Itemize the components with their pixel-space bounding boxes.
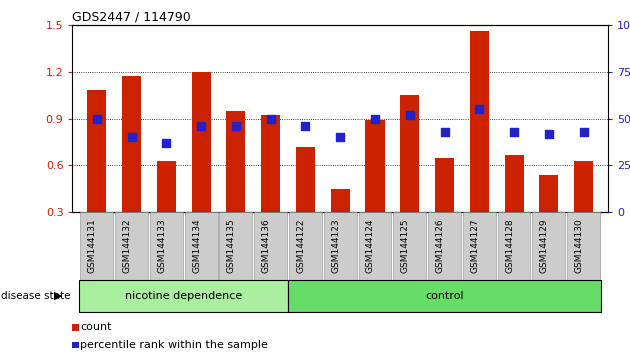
Text: count: count [81, 322, 112, 332]
Point [440, 129, 450, 135]
Bar [87, 90, 106, 212]
Text: GSM144132: GSM144132 [123, 219, 132, 273]
Text: nicotine dependence: nicotine dependence [125, 291, 243, 301]
Bar [226, 111, 246, 212]
Point [196, 123, 206, 129]
Text: GSM144133: GSM144133 [158, 219, 166, 273]
Point [335, 135, 345, 140]
Point [370, 116, 380, 121]
Bar [470, 31, 489, 212]
Text: GSM144122: GSM144122 [297, 219, 306, 273]
Text: GSM144134: GSM144134 [192, 219, 201, 273]
Text: GSM144126: GSM144126 [435, 219, 445, 273]
Point [404, 112, 415, 118]
Point [474, 106, 484, 112]
Point [578, 129, 588, 135]
Bar [261, 115, 280, 212]
Bar [435, 158, 454, 212]
Point [161, 140, 171, 146]
Bar [192, 72, 210, 212]
Text: GSM144128: GSM144128 [505, 219, 514, 273]
Text: GSM144123: GSM144123 [331, 219, 340, 273]
Point [301, 123, 311, 129]
Bar [365, 120, 384, 212]
Text: GSM144125: GSM144125 [401, 219, 410, 273]
Bar [331, 189, 350, 212]
Point [509, 129, 519, 135]
Text: ▶: ▶ [54, 291, 63, 301]
Text: percentile rank within the sample: percentile rank within the sample [81, 340, 268, 350]
Point [92, 116, 102, 121]
Bar [122, 76, 141, 212]
Text: GDS2447 / 114790: GDS2447 / 114790 [72, 11, 191, 24]
Text: GSM144127: GSM144127 [470, 219, 479, 273]
Text: control: control [425, 291, 464, 301]
Text: GSM144131: GSM144131 [88, 219, 97, 273]
Point [544, 131, 554, 136]
Bar [574, 161, 593, 212]
Bar [157, 161, 176, 212]
Point [127, 135, 137, 140]
Text: GSM144135: GSM144135 [227, 219, 236, 273]
Point [266, 116, 276, 121]
Text: disease state: disease state [1, 291, 70, 301]
Text: GSM144129: GSM144129 [540, 219, 549, 273]
Bar [539, 175, 558, 212]
Bar [400, 95, 420, 212]
Text: GSM144130: GSM144130 [575, 219, 583, 273]
Text: GSM144124: GSM144124 [366, 219, 375, 273]
Bar [296, 147, 315, 212]
Text: GSM144136: GSM144136 [261, 219, 271, 273]
Point [231, 123, 241, 129]
Bar [505, 155, 524, 212]
